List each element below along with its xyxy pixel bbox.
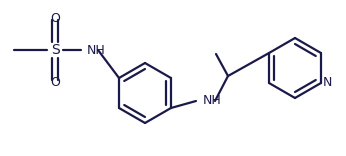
Text: O: O: [50, 76, 60, 88]
Text: NH: NH: [203, 95, 222, 107]
Text: O: O: [50, 12, 60, 24]
Text: N: N: [323, 76, 333, 90]
Text: NH: NH: [87, 44, 106, 56]
Text: S: S: [51, 43, 60, 57]
